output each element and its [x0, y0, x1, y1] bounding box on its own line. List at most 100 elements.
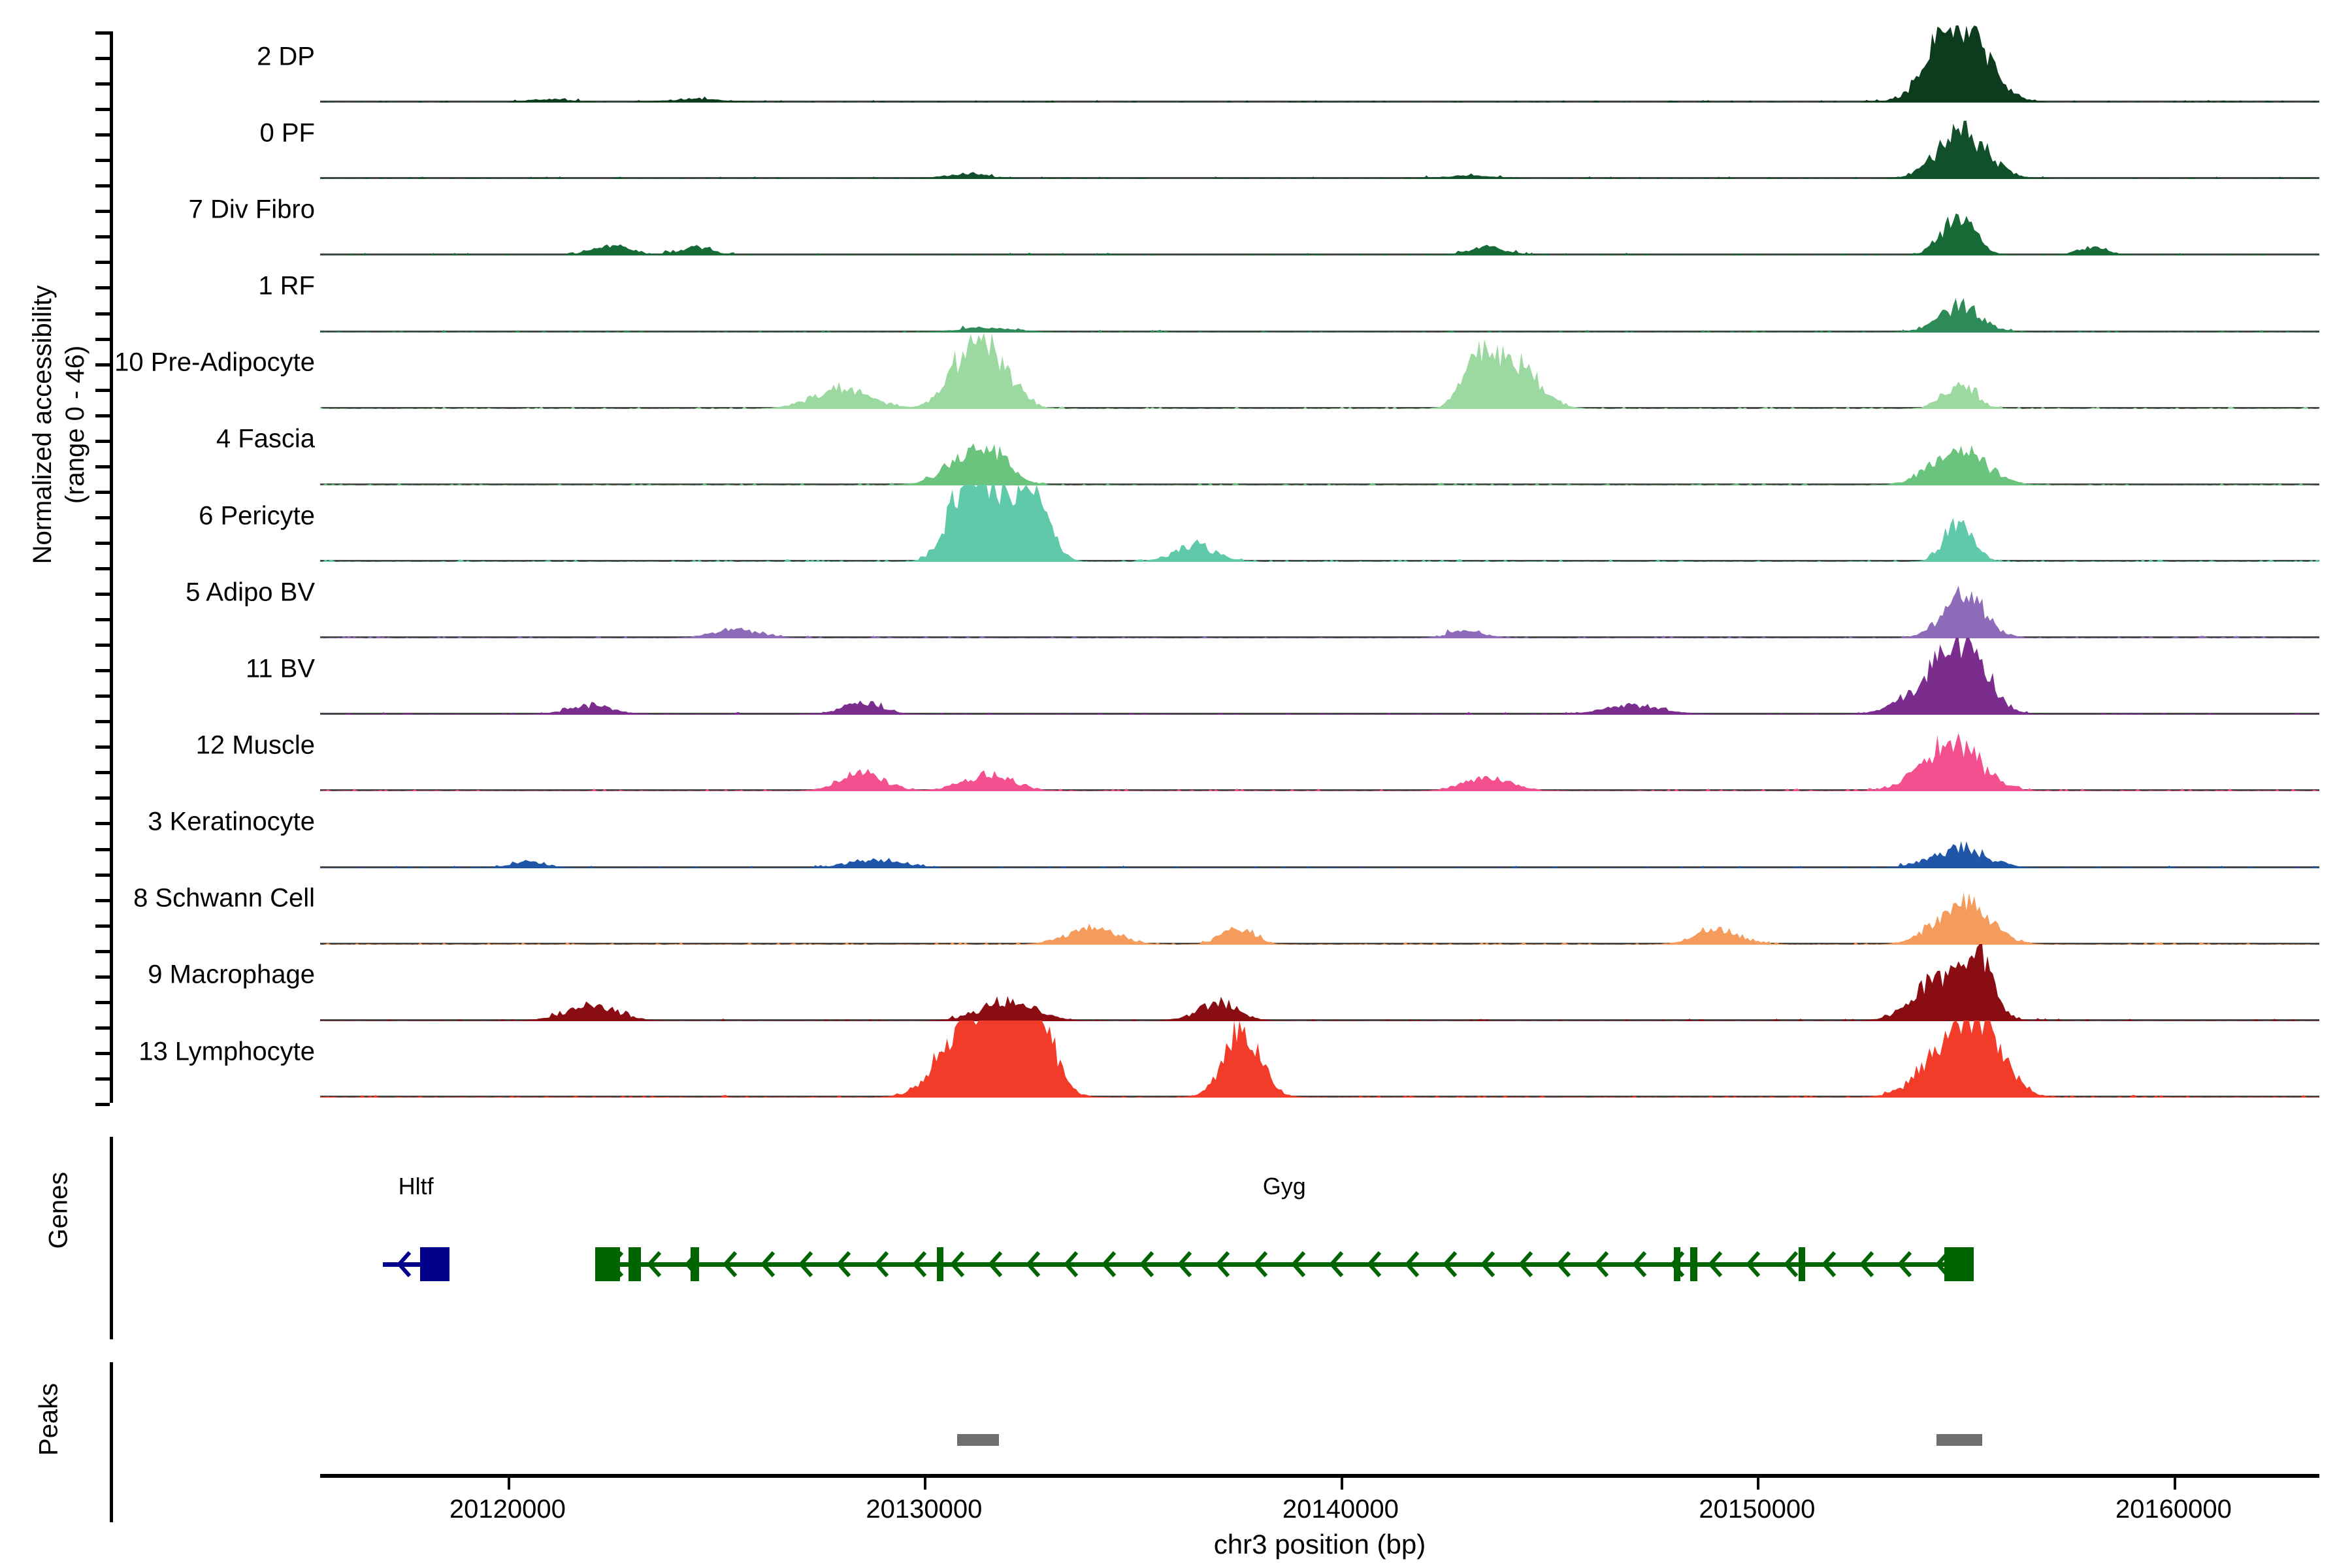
strand-arrow-icon — [722, 1251, 737, 1277]
coverage-track — [320, 638, 2319, 715]
axis-tick — [95, 465, 110, 468]
x-axis-tick-label: 20130000 — [866, 1495, 983, 1524]
y-axis-label: Normalized accessibility (range 0 - 46) — [26, 131, 91, 719]
strand-arrow-icon — [949, 1251, 964, 1277]
axis-tick — [95, 1000, 110, 1004]
axis-tick — [95, 873, 110, 877]
coverage-track — [320, 25, 2319, 103]
coverage-track — [320, 485, 2319, 562]
track-baseline — [320, 636, 2319, 639]
axis-tick — [95, 949, 110, 953]
axis-tick — [95, 822, 110, 826]
coverage-track — [320, 1021, 2319, 1098]
gene-exon — [691, 1247, 700, 1281]
gene-exon — [1690, 1247, 1697, 1281]
coverage-track — [320, 791, 2319, 868]
axis-tick — [95, 108, 110, 112]
track-signal — [320, 443, 2319, 485]
strand-arrow-icon — [911, 1251, 926, 1277]
track-signal — [320, 892, 2319, 945]
coverage-track — [320, 102, 2319, 180]
genes-axis-line — [110, 1137, 113, 1339]
x-axis-tick-label: 20150000 — [1699, 1495, 1816, 1524]
track-signal — [320, 485, 2319, 562]
track-label-13-lymphocyte: 13 Lymphocyte — [139, 1037, 315, 1066]
strand-arrow-icon — [1215, 1251, 1230, 1277]
coverage-track — [320, 943, 2319, 1021]
strand-arrow-icon — [798, 1251, 813, 1277]
peak-region — [957, 1434, 1000, 1446]
track-baseline — [320, 101, 2319, 103]
coverage-track — [320, 408, 2319, 485]
track-label-3-keratinocyte: 3 Keratinocyte — [148, 807, 315, 836]
axis-tick — [95, 1026, 110, 1030]
axis-tick — [95, 694, 110, 698]
track-label-1-rf: 1 RF — [258, 271, 315, 301]
x-axis-tick — [2173, 1478, 2176, 1490]
track-baseline — [320, 483, 2319, 485]
track-label-10-pre-adipocyte: 10 Pre-Adipocyte — [114, 348, 315, 377]
strand-arrow-icon — [760, 1251, 775, 1277]
axis-tick — [95, 312, 110, 316]
coverage-track — [320, 178, 2319, 256]
peaks-axis-line — [110, 1362, 113, 1522]
strand-arrow-icon — [1631, 1251, 1646, 1277]
strand-arrow-icon — [1366, 1251, 1381, 1277]
axis-tick — [95, 975, 110, 979]
axis-tick — [95, 644, 110, 647]
strand-arrow-icon — [1897, 1251, 1912, 1277]
gene-exon — [936, 1247, 943, 1281]
strand-arrow-icon — [1063, 1251, 1078, 1277]
axis-tick — [95, 541, 110, 545]
axis-tick — [95, 515, 110, 519]
axis-tick — [95, 1077, 110, 1081]
coverage-track — [320, 255, 2319, 333]
axis-tick — [95, 745, 110, 749]
gene-exon — [1673, 1247, 1680, 1281]
track-label-6-pericyte: 6 Pericyte — [199, 501, 315, 530]
track-label-4-fascia: 4 Fascia — [216, 424, 315, 453]
track-signal — [320, 733, 2319, 792]
strand-arrow-icon — [1783, 1251, 1798, 1277]
track-signal — [320, 638, 2319, 715]
axis-tick — [95, 593, 110, 596]
track-label-12-muscle: 12 Muscle — [195, 730, 315, 760]
track-signal — [320, 1021, 2319, 1098]
axis-tick — [95, 1103, 110, 1106]
track-signal — [320, 214, 2319, 256]
track-baseline — [320, 330, 2319, 333]
peak-region — [1936, 1434, 1982, 1446]
axis-tick — [95, 924, 110, 928]
gene-exon — [628, 1247, 641, 1281]
strand-arrow-icon — [1442, 1251, 1457, 1277]
axis-tick — [95, 618, 110, 622]
strand-arrow-icon — [1518, 1251, 1533, 1277]
axis-tick — [95, 490, 110, 494]
track-label-2-dp: 2 DP — [257, 42, 315, 71]
axis-tick — [95, 796, 110, 800]
axis-tick — [95, 720, 110, 724]
gene-exon — [1944, 1247, 1974, 1281]
strand-arrow-icon — [1139, 1251, 1154, 1277]
y-axis-label-line1: Normalized accessibility — [28, 285, 57, 564]
x-axis-tick — [507, 1478, 510, 1490]
track-label-8-schwann-cell: 8 Schwann Cell — [133, 883, 315, 913]
peaks-panel-label: Peaks — [34, 1382, 63, 1456]
track-signal — [320, 333, 2319, 409]
track-baseline — [320, 713, 2319, 715]
strand-arrow-icon — [396, 1251, 411, 1277]
gene-exon — [595, 1247, 620, 1281]
axis-tick — [95, 159, 110, 163]
y-axis-label-line2: (range 0 - 46) — [61, 345, 90, 504]
track-label-11-bv: 11 BV — [246, 654, 315, 683]
axis-tick — [95, 337, 110, 341]
track-signal — [320, 297, 2319, 333]
axis-tick — [95, 847, 110, 851]
x-axis-tick — [1340, 1478, 1343, 1490]
track-label-7-div-fibro: 7 Div Fibro — [188, 195, 315, 224]
genes-panel-label: Genes — [44, 1171, 73, 1249]
track-baseline — [320, 866, 2319, 868]
strand-arrow-icon — [1745, 1251, 1760, 1277]
axis-tick — [95, 363, 110, 367]
